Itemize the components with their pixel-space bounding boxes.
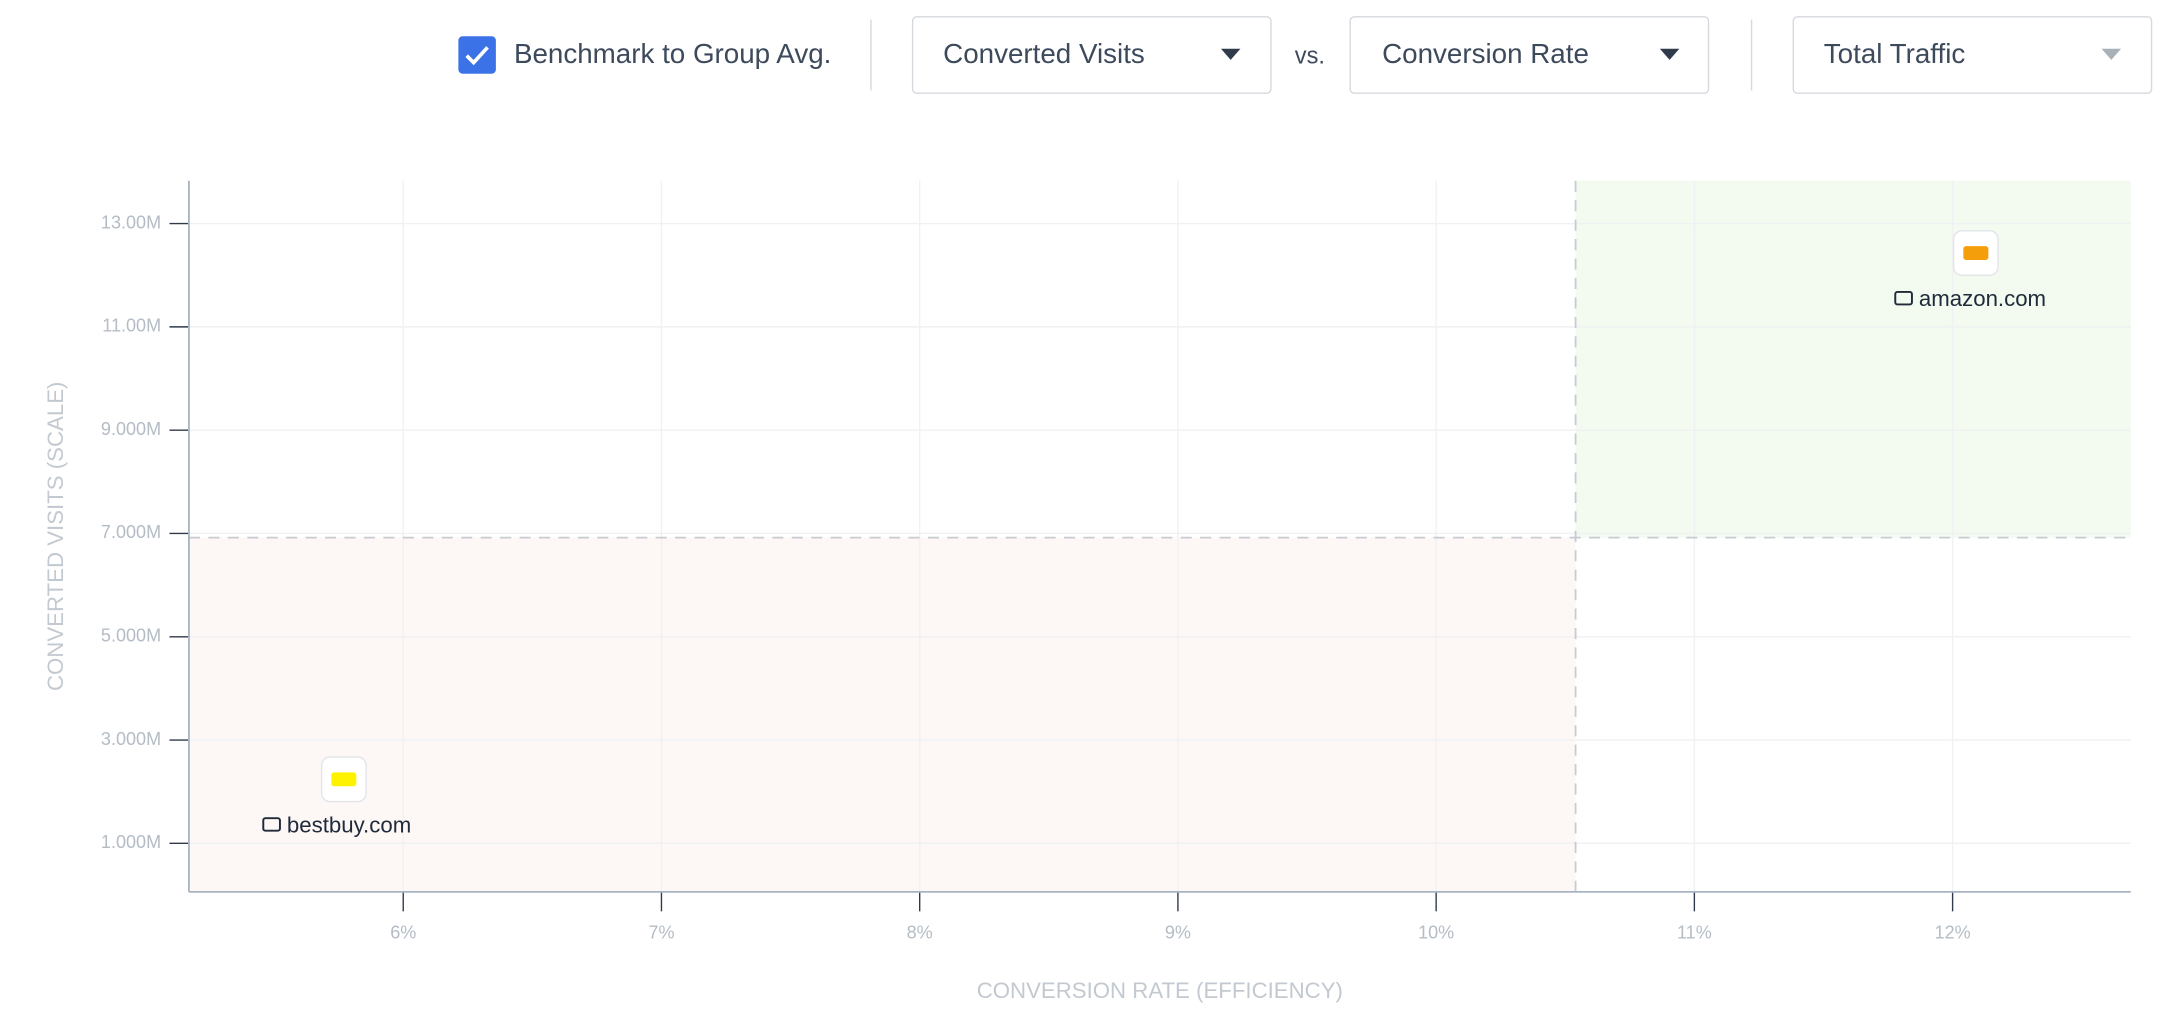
dropdown-box[interactable] xyxy=(1792,16,2153,94)
point-glyph xyxy=(1963,246,1989,260)
y-axis-title: CONVERTED VISITS (SCALE) xyxy=(43,382,68,691)
x-axis-title: CONVERSION RATE (EFFICIENCY) xyxy=(977,978,1343,1003)
y-metric-dropdown[interactable]: Converted Visits xyxy=(911,16,1272,94)
x-tick-label: 9% xyxy=(1165,922,1191,942)
y-tick-label: 11.00M xyxy=(102,316,161,336)
x-tick-label: 10% xyxy=(1418,922,1454,942)
benchmark-checkbox[interactable]: Benchmark to Group Avg. xyxy=(458,36,831,74)
x-tick-label: 12% xyxy=(1935,922,1971,942)
y-tick-label: 1.000M xyxy=(101,832,161,852)
y-tick-label: 7.000M xyxy=(101,522,161,542)
y-tick-label: 13.00M xyxy=(101,212,161,232)
dropdown-caret xyxy=(1220,48,1241,60)
point-glyph xyxy=(331,772,357,787)
point-label: bestbuy.com xyxy=(287,812,411,837)
dropdown-label: Converted Visits xyxy=(943,38,1145,69)
dropdown-box[interactable] xyxy=(911,16,1272,94)
label-icon xyxy=(1894,290,1913,306)
x-tick-label: 11% xyxy=(1677,922,1712,942)
y-tick-label: 3.000M xyxy=(101,729,161,749)
dropdown-box[interactable] xyxy=(1349,16,1710,94)
y-tick-label: 5.000M xyxy=(101,626,161,646)
vs-label: vs. xyxy=(1295,43,1325,69)
x-tick-label: 6% xyxy=(390,922,416,942)
point xyxy=(320,756,367,803)
checkmark xyxy=(465,46,489,66)
y-tick-label: 9.000M xyxy=(101,419,161,439)
label-icon xyxy=(262,817,281,832)
controls: Benchmark to Group Avg. Converted Visits… xyxy=(458,16,2153,94)
checkbox-box[interactable] xyxy=(458,36,496,74)
quadrant-lagging xyxy=(188,537,1576,892)
dropdown-caret xyxy=(2101,48,2122,60)
point xyxy=(1952,230,1999,276)
x-metric-dropdown[interactable]: Conversion Rate xyxy=(1349,16,1710,94)
x-tick-label: 8% xyxy=(907,922,933,942)
quadrant-leading xyxy=(1575,180,2131,538)
checkbox-label: Benchmark to Group Avg. xyxy=(514,38,831,69)
dropdown-label: Conversion Rate xyxy=(1382,38,1589,69)
dropdown-label: Total Traffic xyxy=(1824,38,1966,69)
point-label: amazon.com xyxy=(1919,286,2046,311)
x-tick-label: 7% xyxy=(648,922,674,942)
size-metric-dropdown[interactable]: Total Traffic xyxy=(1792,16,2153,94)
dropdown-caret xyxy=(1659,48,1680,60)
